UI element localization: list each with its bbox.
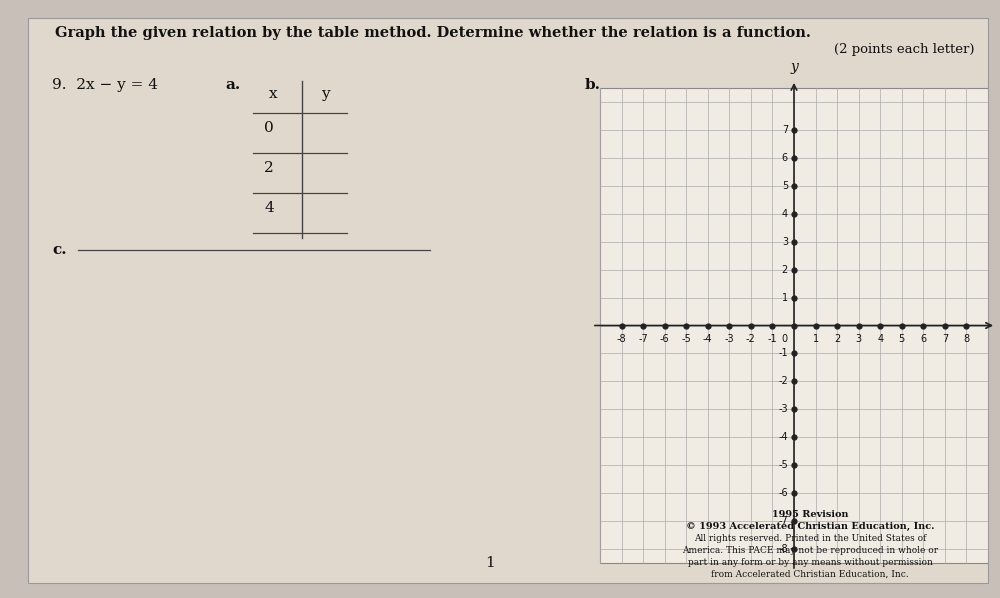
Text: 9.  2x − y = 4: 9. 2x − y = 4: [52, 78, 158, 92]
Text: b.: b.: [585, 78, 601, 92]
Text: part in any form or by any means without permission: part in any form or by any means without…: [688, 558, 932, 567]
Text: America. This PACE may not be reproduced in whole or: America. This PACE may not be reproduced…: [682, 546, 938, 555]
Text: 6: 6: [782, 153, 788, 163]
Text: -1: -1: [768, 334, 777, 344]
Text: -4: -4: [703, 334, 713, 344]
Text: -6: -6: [660, 334, 669, 344]
Text: 6: 6: [920, 334, 926, 344]
Text: 2: 2: [782, 265, 788, 274]
Text: -4: -4: [778, 432, 788, 443]
Text: 8: 8: [963, 334, 970, 344]
Text: -5: -5: [778, 460, 788, 470]
Text: -2: -2: [746, 334, 756, 344]
Text: y: y: [321, 87, 329, 101]
Text: x: x: [269, 87, 277, 101]
Text: -5: -5: [681, 334, 691, 344]
Text: 1: 1: [485, 556, 495, 570]
Text: y: y: [790, 60, 798, 74]
Text: 5: 5: [782, 181, 788, 191]
Text: 2: 2: [834, 334, 840, 344]
Text: 4: 4: [877, 334, 883, 344]
Text: 4: 4: [264, 201, 274, 215]
Text: 3: 3: [856, 334, 862, 344]
Text: 4: 4: [782, 209, 788, 219]
Text: 1995 Revision: 1995 Revision: [772, 510, 848, 519]
Text: -3: -3: [725, 334, 734, 344]
Text: -1: -1: [778, 349, 788, 358]
Text: 1: 1: [812, 334, 819, 344]
Text: -3: -3: [778, 404, 788, 414]
Text: 7: 7: [782, 125, 788, 135]
Text: 5: 5: [899, 334, 905, 344]
Text: 2: 2: [264, 161, 274, 175]
Text: 0: 0: [264, 121, 274, 135]
Text: -7: -7: [778, 516, 788, 526]
Text: -2: -2: [778, 376, 788, 386]
Text: 3: 3: [782, 237, 788, 247]
Text: -6: -6: [778, 488, 788, 498]
Text: Graph the given relation by the table method. Determine whether the relation is : Graph the given relation by the table me…: [55, 26, 811, 40]
Text: -8: -8: [778, 544, 788, 554]
Text: (2 points each letter): (2 points each letter): [834, 43, 975, 56]
Text: 7: 7: [942, 334, 948, 344]
Text: 1: 1: [782, 292, 788, 303]
Text: 0: 0: [782, 334, 788, 344]
Text: c.: c.: [52, 243, 67, 257]
Text: from Accelerated Christian Education, Inc.: from Accelerated Christian Education, In…: [711, 570, 909, 579]
Text: All rights reserved. Printed in the United States of: All rights reserved. Printed in the Unit…: [694, 534, 926, 543]
Text: -8: -8: [617, 334, 626, 344]
Bar: [600, 88, 988, 563]
Text: -7: -7: [638, 334, 648, 344]
Text: © 1993 Accelerated Christian Education, Inc.: © 1993 Accelerated Christian Education, …: [686, 522, 934, 531]
Text: a.: a.: [225, 78, 240, 92]
